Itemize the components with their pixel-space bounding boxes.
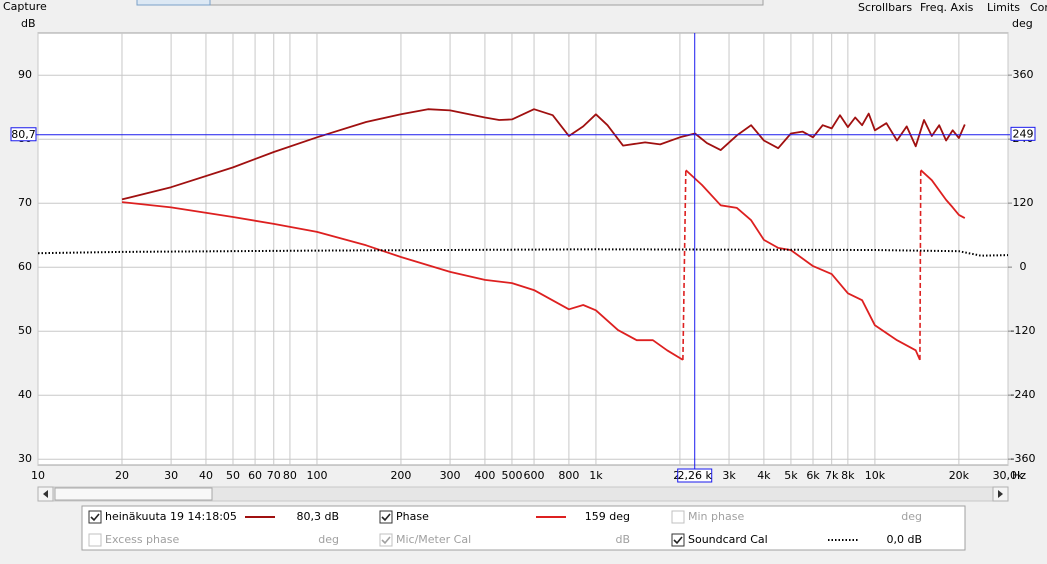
- x-tick-label: 10k: [865, 469, 886, 482]
- x-tick-label: 600: [524, 469, 545, 482]
- cursor-y-label-box: [10, 127, 37, 142]
- toolbar-button[interactable]: Con: [1030, 1, 1047, 14]
- legend-label: Soundcard Cal: [688, 533, 768, 546]
- lines: [37, 108, 1009, 361]
- cursor: 80,7 249 2,26 k: [10, 33, 1036, 483]
- legend-checkmark: [673, 536, 683, 545]
- x-tick-label: 50: [226, 469, 240, 482]
- y-tick-label: 90: [18, 68, 32, 81]
- x-tick-label: 80: [283, 469, 297, 482]
- toolbar-button[interactable]: Scrollbars: [858, 1, 912, 14]
- x-tick-label: 10: [31, 469, 45, 482]
- x-tick-label: 5k: [784, 469, 798, 482]
- legend-label: Excess phase: [105, 533, 179, 546]
- x-tick-label: 30: [164, 469, 178, 482]
- x-tick-label: 20: [115, 469, 129, 482]
- x-tick-label: 6k: [806, 469, 820, 482]
- legend-checkmark: [381, 513, 391, 522]
- legend-checkbox[interactable]: [671, 510, 685, 524]
- legend: heinäkuuta 19 14:18:05 80,3 dB Phase 159 de…: [88, 510, 922, 547]
- toolbar-tabs: [136, 0, 764, 6]
- y2-tick-label: -120: [1011, 324, 1036, 337]
- legend-checkbox[interactable]: [88, 510, 102, 524]
- cursor-x-label: 2,26 k: [678, 469, 713, 482]
- legend-checkbox[interactable]: [379, 533, 393, 547]
- x-axis-label: Hz: [1012, 469, 1026, 482]
- x-tick-label: 70: [267, 469, 281, 482]
- y-axis-label: dB: [21, 17, 36, 30]
- y2-axis-label: deg: [1012, 17, 1033, 30]
- y2-tick-label: 120: [1013, 196, 1034, 209]
- y-tick-label: 70: [18, 196, 32, 209]
- series-line: [37, 248, 1009, 257]
- legend-readout: 80,3 dB: [296, 510, 339, 523]
- cursor-x-label-box: [677, 468, 713, 483]
- toolbar-label: Capture: [3, 0, 47, 13]
- x-tick-label: 500: [501, 469, 522, 482]
- y-tick-label: 30: [18, 452, 32, 465]
- legend-checkmark: [90, 513, 100, 522]
- x-tick-label: 400: [474, 469, 495, 482]
- legend-readout: 0,0 dB: [886, 533, 922, 546]
- toolbar-button[interactable]: Limits: [987, 1, 1020, 14]
- legend-checkbox[interactable]: [379, 510, 393, 524]
- legend-readout: deg: [901, 510, 922, 523]
- y2-tick-label: -360: [1011, 452, 1036, 465]
- legend-readout: 159 deg: [585, 510, 630, 523]
- y2-tick-label: -240: [1011, 388, 1036, 401]
- legend-panel: [81, 505, 966, 551]
- cursor-y2-label-box: [1010, 126, 1036, 141]
- x-tick-label: 200: [390, 469, 411, 482]
- series-line: [121, 108, 966, 201]
- series-line: [121, 169, 966, 361]
- y2-tick-label: 360: [1013, 68, 1034, 81]
- y-tick-label: 50: [18, 324, 32, 337]
- y-tick-label: 60: [18, 260, 32, 273]
- scrollbar[interactable]: [37, 486, 1009, 502]
- legend-label: heinäkuuta 19 14:18:05: [105, 510, 237, 523]
- x-tick-label: 3k: [722, 469, 736, 482]
- toolbar-button[interactable]: Freq. Axis: [920, 1, 974, 14]
- legend-label: Mic/Meter Cal: [396, 533, 471, 546]
- x-tick-label: 30,0k: [993, 469, 1024, 482]
- plot-area: [37, 32, 1009, 466]
- x-tick-label: 20k: [949, 469, 970, 482]
- legend-readout: dB: [615, 533, 630, 546]
- x-tick-label: 7k: [825, 469, 839, 482]
- legend-label: Min phase: [688, 510, 744, 523]
- x-tick-label: 1k: [589, 469, 603, 482]
- x-tick-label: 60: [248, 469, 262, 482]
- legend-checkbox[interactable]: [88, 533, 102, 547]
- x-tick-label: 4k: [757, 469, 771, 482]
- legend-checkmark: [381, 536, 391, 545]
- x-tick-label: 8k: [841, 469, 855, 482]
- legend-readout: deg: [318, 533, 339, 546]
- cursor-y2-label: 249: [1013, 127, 1034, 140]
- y-tick-label: 40: [18, 388, 32, 401]
- x-tick-label: 40: [199, 469, 213, 482]
- x-tick-label: 800: [558, 469, 579, 482]
- legend-label: Phase: [396, 510, 429, 523]
- y2-tick-label: 0: [1020, 260, 1027, 273]
- legend-checkbox[interactable]: [671, 533, 685, 547]
- x-tick-label: 300: [440, 469, 461, 482]
- cursor-y-label: 80,7: [11, 128, 36, 141]
- x-tick-label: 100: [306, 469, 327, 482]
